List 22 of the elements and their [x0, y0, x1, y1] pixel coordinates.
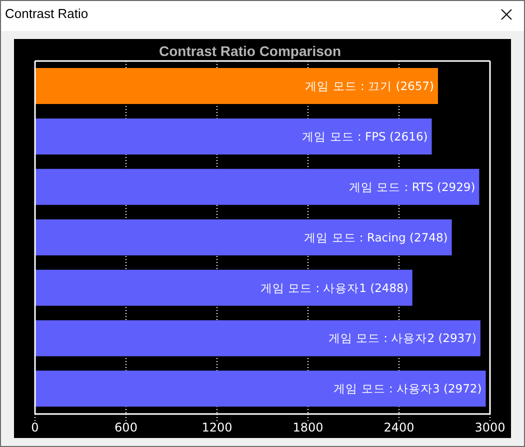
category-label: 게임 모드 : Racing (2748) [304, 230, 448, 244]
bar [35, 320, 480, 356]
bar [35, 118, 432, 154]
x-tick-label: 2400 [384, 420, 414, 435]
text: Contrast Ratio [5, 6, 88, 21]
category-label: 게임 모드 : 사용자1 (2488) [260, 280, 408, 295]
category-label: 게임 모드 : FPS (2616) [302, 130, 428, 144]
bar [35, 270, 412, 306]
category-label: 게임 모드 : RTS (2929) [349, 180, 476, 194]
x-tick-label: 3000 [474, 420, 506, 435]
category-label: 게임 모드 : 사용자3 (2972) [334, 382, 482, 396]
bar [35, 168, 480, 205]
bar [35, 68, 438, 104]
category-label: 게임 모드 : 사용자2 (2937) [328, 331, 476, 346]
x-tick-label: 1800 [292, 420, 324, 435]
bar [35, 219, 452, 256]
chart-title: Contrast Ratio Comparison [158, 43, 342, 59]
x-tick-label: 0 [31, 420, 39, 435]
x-tick-label: 1200 [202, 420, 232, 435]
x-tick-label: 600 [114, 420, 138, 435]
category-label: 게임 모드 : 끄기 (2657) [305, 79, 434, 94]
bar [35, 370, 486, 407]
